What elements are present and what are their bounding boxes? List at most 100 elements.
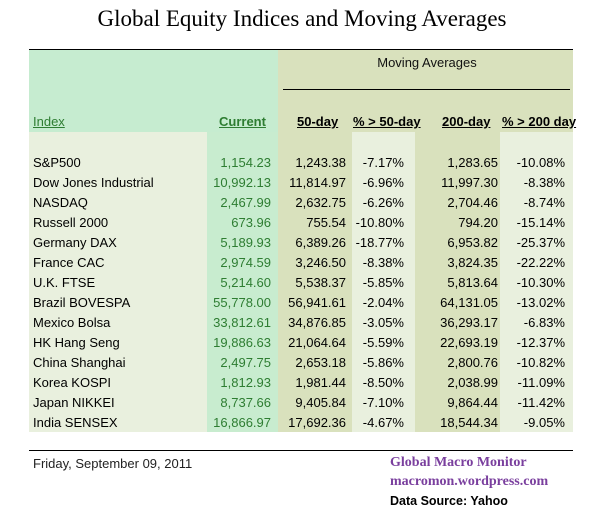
table-row: Russell 2000 673.96 755.54 -10.80% 794.20 -15… [0,213,604,233]
cell-current: 2,974.59 [220,255,271,270]
cell-pct200: -9.05% [523,415,565,430]
cell-pct200: -15.14% [516,215,565,230]
current-col-bg [207,132,278,432]
col-header-50day: 50-day [297,114,339,129]
cell-pct200: -10.08% [516,155,565,170]
cell-pct50: -5.59% [362,335,404,350]
col-header-pct200: % > 200 day [502,114,577,129]
cell-ma50: 2,632.75 [295,195,346,210]
cell-pct50: -6.96% [362,175,404,190]
table-row: HK Hang Seng 19,886.63 21,064.64 -5.59% 22,6… [0,333,604,353]
cell-pct200: -25.37% [516,235,565,250]
cell-pct200: -12.37% [516,335,565,350]
cell-pct50: -10.80% [355,215,404,230]
cell-ma50: 6,389.26 [295,235,346,250]
col-header-200day: 200-day [442,114,491,129]
cell-ma200: 9,864.44 [447,395,498,410]
cell-index: S&P500 [33,155,81,170]
cell-pct200: -22.22% [516,255,565,270]
cell-pct50: -5.86% [362,355,404,370]
cell-current: 10,992.13 [213,175,271,190]
cell-pct50: -18.77% [355,235,404,250]
cell-pct50: -7.10% [362,395,404,410]
col-header-index: Index [33,114,65,129]
cell-current: 33,812.61 [213,315,271,330]
table-row: Dow Jones Industrial 10,992.13 11,814.97 -6… [0,173,604,193]
cell-pct50: -2.04% [362,295,404,310]
cell-pct50: -5.85% [362,275,404,290]
cell-pct50: -6.26% [362,195,404,210]
cell-current: 55,778.00 [213,295,271,310]
cell-pct50: -8.38% [362,255,404,270]
cell-pct200: -11.09% [517,375,565,390]
cell-pct50: -7.17% [362,155,404,170]
cell-ma50: 11,814.97 [289,175,346,190]
cell-index: Korea KOSPI [33,375,112,390]
table-row: Mexico Bolsa 33,812.61 34,876.85 -3.05% 36,2… [0,313,604,333]
header-bg-left [29,50,278,132]
table-row: S&P500 1,154.23 1,243.38 -7.17% 1,283.65 -10.… [0,153,604,173]
cell-ma200: 64,131.05 [440,295,498,310]
cell-pct200: -10.82% [516,355,565,370]
table-row: NASDAQ 2,467.99 2,632.75 -6.26% 2,704.46 -8.7… [0,193,604,213]
cell-index: Brazil BOVESPA [33,295,131,310]
cell-pct200: -6.83% [523,315,565,330]
page-title: Global Equity Indices and Moving Average… [97,6,507,31]
cell-ma200: 22,693.19 [440,335,498,350]
cell-index: Mexico Bolsa [33,315,111,330]
moving-averages-header: Moving Averages [377,55,477,70]
footer-site[interactable]: macromon.wordpress.com [390,474,549,489]
cell-index: China Shanghai [33,355,126,370]
cell-index: Russell 2000 [33,215,109,230]
cell-index: NASDAQ [33,195,88,210]
cell-current: 1,154.23 [220,155,271,170]
cell-pct50: -8.50% [362,375,404,390]
cell-index: Germany DAX [33,235,117,250]
group-rule [283,89,570,90]
pct200-col-bg [500,132,573,432]
cell-current: 673.96 [231,215,271,230]
index-col-bg [29,132,207,432]
cell-ma50: 56,941.61 [288,295,346,310]
cell-ma200: 6,953.82 [447,235,498,250]
cell-ma50: 3,246.50 [295,255,346,270]
cell-pct50: -3.05% [362,315,404,330]
cell-ma50: 1,243.38 [295,155,346,170]
cell-current: 16,866.97 [213,415,271,430]
cell-index: Dow Jones Industrial [33,175,154,190]
cell-current: 2,497.75 [220,355,271,370]
cell-ma200: 11,997.30 [441,175,498,190]
cell-pct50: -4.67% [362,415,404,430]
cell-pct200: -13.02% [516,295,565,310]
cell-index: Japan NIKKEI [33,395,115,410]
cell-index: France CAC [33,255,105,270]
cell-pct200: -8.74% [523,195,565,210]
table-row: U.K. FTSE 5,214.60 5,538.37 -5.85% 5,813.64 -… [0,273,604,293]
table-row: China Shanghai 2,497.75 2,653.18 -5.86% 2,80… [0,353,604,373]
top-rule [29,49,573,50]
table-row: India SENSEX 16,866.97 17,692.36 -4.67% 18,5… [0,413,604,433]
ma200-col-bg [415,132,500,432]
cell-ma50: 1,981.44 [295,375,346,390]
cell-ma50: 755.54 [306,215,346,230]
cell-pct200: -11.42% [517,395,565,410]
cell-ma200: 2,800.76 [447,355,498,370]
ma50-col-bg [278,132,352,432]
cell-index: U.K. FTSE [33,275,96,290]
cell-ma200: 794.20 [458,215,498,230]
cell-pct200: -10.30% [516,275,565,290]
table-row: Japan NIKKEI 8,737.66 9,405.84 -7.10% 9,864.… [0,393,604,413]
table-row: France CAC 2,974.59 3,246.50 -8.38% 3,824.35… [0,253,604,273]
cell-current: 5,189.93 [220,235,271,250]
table-row: Germany DAX 5,189.93 6,389.26 -18.77% 6,953.… [0,233,604,253]
cell-ma50: 34,876.85 [288,315,346,330]
cell-ma200: 1,283.65 [447,155,498,170]
cell-ma200: 2,038.99 [447,375,498,390]
col-header-current: Current [219,114,266,129]
cell-ma50: 2,653.18 [295,355,346,370]
cell-ma200: 3,824.35 [447,255,498,270]
cell-ma50: 17,692.36 [288,415,346,430]
cell-pct200: -8.38% [523,175,565,190]
cell-index: HK Hang Seng [33,335,120,350]
pct50-col-bg [352,132,415,432]
